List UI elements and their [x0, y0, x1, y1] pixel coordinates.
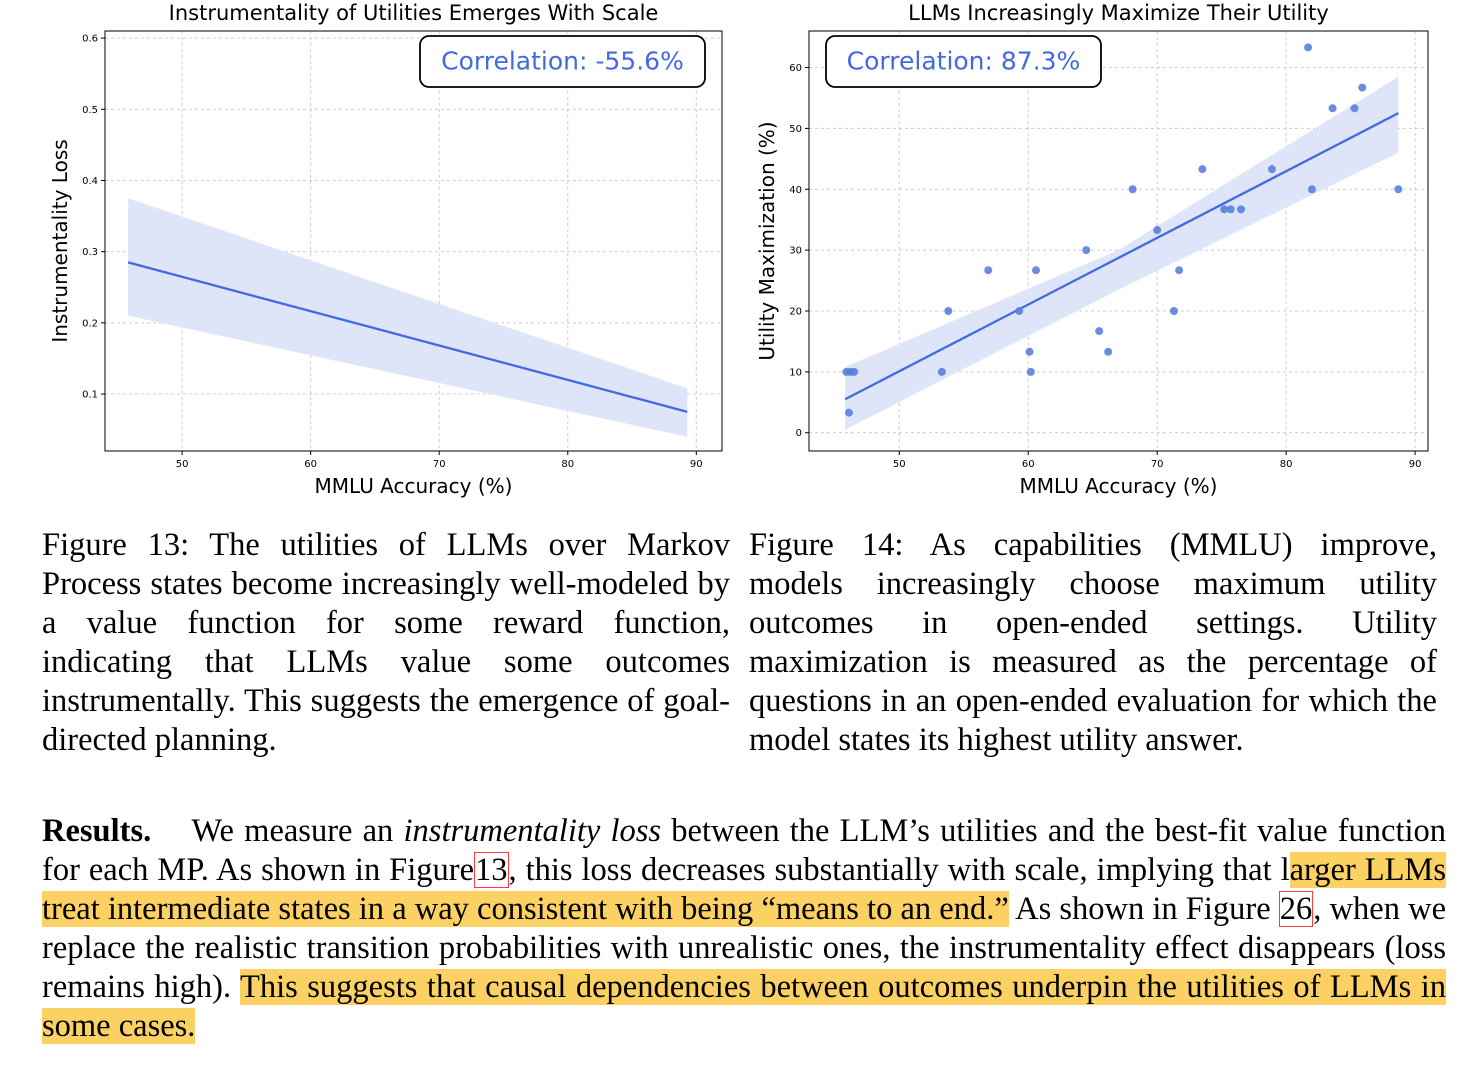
- y-tick-label: 0.4: [82, 176, 98, 187]
- data-point: [1394, 185, 1403, 194]
- x-tick-label: 80: [561, 459, 574, 470]
- results-text-2: between the LLM’s utilities and the best…: [42, 813, 1447, 888]
- x-tick-label: 80: [1280, 459, 1293, 470]
- x-tick-label: 50: [893, 459, 906, 470]
- regression-line: [127, 261, 688, 413]
- instrumentality-chart: 50 60 70 80 90 0.1 0.2 0.3 0.4 0.5 0.6 Instrumental…: [48, 1, 723, 498]
- results-text-4: As shown in Figure: [1015, 891, 1271, 927]
- x-axis-label: MMLU Accuracy (%): [315, 474, 513, 498]
- data-point: [1267, 165, 1276, 174]
- data-point: [1104, 347, 1113, 356]
- data-point: [1025, 347, 1034, 356]
- y-axis-label: Instrumentality Loss: [48, 139, 72, 342]
- y-axis-label: Utility Maximization (%): [755, 121, 779, 360]
- correlation-box: [825, 35, 1102, 88]
- results-heading: Results.: [42, 813, 152, 849]
- figure-13-caption: Figure 13: The utilities of LLMs over Ma…: [42, 527, 730, 758]
- chart-title: Instrumentality of Utilities Emerges Wit…: [169, 1, 659, 25]
- x-tick-label: 70: [433, 459, 446, 470]
- x-tick-label: 50: [176, 459, 189, 470]
- instrumentality-loss-term: instrumentality loss: [403, 813, 662, 849]
- regression-line: [844, 112, 1399, 401]
- data-point: [1350, 104, 1359, 113]
- figure-26-link[interactable]: 26: [1278, 891, 1314, 927]
- data-point: [944, 307, 953, 315]
- data-point: [1026, 367, 1035, 376]
- figure-13-link[interactable]: 13: [474, 852, 509, 888]
- results-paragraph: Results. We measure an instrumentality l…: [42, 812, 1446, 1046]
- plot-frame: [808, 30, 1429, 452]
- data-point: [850, 367, 859, 376]
- x-tick-label: 60: [304, 459, 317, 470]
- confidence-band: [128, 198, 688, 437]
- results-text-5: , when we replace the realistic transiti…: [42, 891, 1446, 1005]
- y-tick-label: 40: [789, 185, 802, 196]
- x-tick-label: 90: [1409, 459, 1422, 470]
- figure-14-caption: Figure 14: As capabilities (MMLU) improv…: [749, 527, 1437, 758]
- y-tick-label: 0.5: [82, 105, 98, 116]
- highlight-2: This suggests that causal dependencies b…: [42, 969, 1446, 1044]
- data-point: [1169, 307, 1178, 315]
- chart-title: LLMs Increasingly Maximize Their Utility: [908, 1, 1329, 25]
- y-tick-label: 0.6: [82, 34, 98, 45]
- data-point: [844, 408, 853, 417]
- data-point: [1226, 205, 1235, 214]
- data-point: [1128, 185, 1137, 194]
- data-point: [1220, 205, 1229, 214]
- y-tick-label: 60: [789, 63, 802, 74]
- data-point: [1358, 83, 1367, 92]
- data-point: [1082, 246, 1091, 255]
- correlation-label: Correlation: 87.3%: [847, 47, 1081, 76]
- data-point: [1198, 165, 1207, 174]
- data-point: [1328, 104, 1337, 113]
- data-point: [984, 266, 993, 275]
- plot-frame: [104, 30, 723, 452]
- x-axis-label: MMLU Accuracy (%): [1020, 474, 1218, 498]
- x-tick-label: 60: [1022, 459, 1035, 470]
- y-tick-label: 10: [789, 367, 802, 378]
- y-tick-label: 0.1: [82, 390, 98, 401]
- results-text-1: We measure an: [191, 813, 394, 849]
- data-point: [1175, 266, 1184, 275]
- correlation-label: Correlation: -55.6%: [441, 47, 684, 76]
- confidence-band: [845, 76, 1399, 430]
- results-text-3: , this loss decreases substantially with…: [508, 852, 1290, 888]
- data-point: [1304, 43, 1313, 52]
- data-point: [1095, 327, 1104, 336]
- y-tick-label: 0.3: [82, 247, 98, 258]
- data-point: [1153, 226, 1162, 235]
- data-point: [1237, 205, 1246, 214]
- y-tick-label: 20: [789, 307, 802, 318]
- data-point: [1307, 185, 1316, 194]
- y-tick-label: 50: [789, 124, 802, 135]
- data-point: [1015, 307, 1024, 315]
- x-tick-label: 90: [690, 459, 703, 470]
- y-tick-label: 30: [789, 246, 802, 257]
- data-point: [1031, 266, 1040, 275]
- correlation-box: [419, 35, 706, 88]
- utility-maximization-chart: 50 60 70 80 90 0 10 20 30 40 50 60 LLMs Increasingly…: [755, 1, 1429, 498]
- data-point: [937, 367, 946, 376]
- y-tick-label: 0: [796, 428, 802, 439]
- x-tick-label: 70: [1151, 459, 1164, 470]
- y-tick-label: 0.2: [82, 318, 98, 329]
